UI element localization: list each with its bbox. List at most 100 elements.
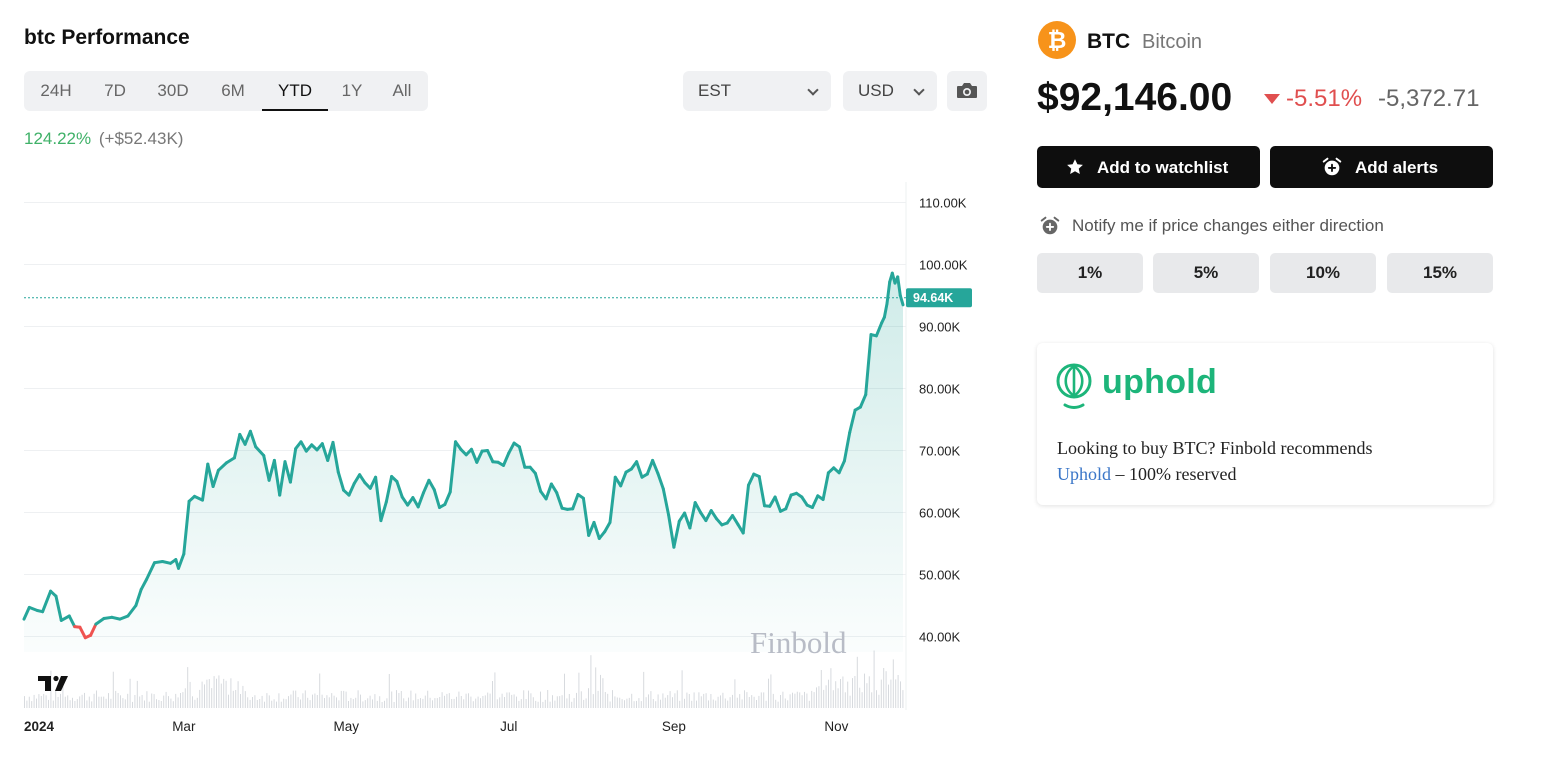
volume-bar [556, 696, 558, 708]
price-segment [352, 473, 362, 485]
volume-bar [314, 693, 316, 708]
volume-bar [307, 697, 309, 708]
alert-15-percent-button[interactable]: 15% [1387, 253, 1493, 293]
tab-24h[interactable]: 24H [40, 81, 72, 100]
chevron-down-icon [807, 84, 819, 96]
y-tick-label: 70.00K [919, 444, 961, 459]
price-segment [358, 473, 367, 485]
volume-bar [40, 696, 42, 708]
x-tick-label: Nov [824, 719, 848, 734]
price-segment [182, 499, 191, 556]
volume-bar [321, 694, 323, 708]
volume-bar [345, 691, 347, 708]
volume-bar [751, 695, 753, 708]
volume-bar [696, 700, 697, 708]
price-segment [54, 594, 63, 622]
price-segment [784, 493, 793, 511]
currency-value: USD [858, 81, 894, 100]
volume-bar [415, 693, 417, 708]
tab-1y[interactable]: 1Y [341, 81, 363, 100]
volume-bar [350, 697, 352, 708]
volume-bar [129, 678, 131, 708]
volume-bar [496, 699, 498, 708]
volume-bar [105, 698, 107, 708]
volume-bar [290, 694, 292, 708]
price-segment [454, 440, 463, 451]
volume-bar [163, 695, 165, 708]
coin-name: Bitcoin [1142, 31, 1203, 53]
volume-bar [220, 683, 222, 708]
tab-30d[interactable]: 30D [157, 81, 189, 100]
volume-bar [194, 699, 196, 708]
volume-bar [844, 692, 846, 708]
price-segment [896, 275, 902, 297]
volume-bar [172, 701, 174, 708]
volume-bar [331, 693, 333, 708]
tab-7d[interactable]: 7D [104, 81, 126, 100]
volume-bar [139, 696, 141, 708]
volume-bar [388, 674, 390, 708]
volume-bar [352, 699, 354, 708]
volume-bar [756, 700, 757, 708]
price-segment [898, 294, 905, 307]
price-segment [821, 471, 830, 501]
volume-bar [552, 695, 553, 708]
snapshot-button[interactable] [947, 71, 987, 111]
volume-bar [840, 679, 841, 708]
volume-bar [249, 699, 251, 708]
alert-1-percent-button[interactable]: 1% [1037, 253, 1143, 293]
volume-bar [38, 694, 40, 708]
coin-symbol: BTC [1087, 30, 1131, 53]
volume-bar [379, 696, 381, 708]
volume-bar [525, 699, 527, 708]
timezone-select[interactable]: EST [683, 71, 831, 111]
price-change-absolute: -5,372.71 [1378, 85, 1480, 112]
volume-bar [876, 690, 877, 708]
volume-bar [26, 700, 28, 708]
alerts-label: Add alerts [1355, 158, 1439, 177]
price-segment [139, 578, 148, 591]
uphold-link[interactable]: Uphold [1057, 464, 1111, 484]
volume-bar [45, 695, 47, 708]
volume-bars [24, 650, 904, 709]
volume-bar [600, 674, 601, 708]
alarm-clock-icon [1040, 216, 1060, 235]
volume-bar [772, 693, 774, 708]
volume-bar [24, 696, 25, 708]
y-tick-label: 110.00K [919, 196, 967, 211]
volume-bar [328, 697, 330, 708]
promo-text-tail: – 100% reserved [1111, 464, 1237, 484]
volume-bar [868, 676, 870, 708]
price-segment [475, 449, 484, 464]
volume-bar [588, 688, 589, 708]
volume-bar [386, 698, 388, 708]
price-segment [448, 440, 457, 494]
price-segment [837, 459, 846, 475]
currency-select[interactable]: USD [843, 71, 937, 111]
alert-10-percent-button[interactable]: 10% [1270, 253, 1376, 293]
volume-bar [638, 698, 640, 708]
volume-bar [148, 701, 150, 708]
alert-5-percent-button[interactable]: 5% [1153, 253, 1259, 293]
volume-bar [264, 701, 265, 708]
volume-bar [112, 671, 114, 708]
volume-bar [852, 678, 853, 708]
volume-bar [206, 679, 208, 708]
price-segment [544, 482, 553, 501]
volume-bar [60, 693, 61, 708]
tab-ytd[interactable]: YTD [262, 71, 328, 111]
tab-6m[interactable]: 6M [221, 81, 245, 100]
volume-bar [679, 700, 681, 708]
volume-bar [312, 694, 313, 708]
add-to-watchlist-button[interactable]: Add to watchlist [1037, 146, 1260, 188]
price-chart[interactable]: 110.00K 100.00K 90.00K 80.00K 70.00K 60.00K 50… [0, 170, 1000, 750]
volume-bar [28, 696, 30, 708]
tab-all[interactable]: All [392, 81, 412, 100]
volume-bar [777, 701, 779, 708]
y-axis-labels: 110.00K 100.00K 90.00K 80.00K 70.00K 60.00K 50… [919, 196, 968, 645]
volume-bar [204, 684, 205, 708]
volume-bar [720, 695, 721, 709]
price-segment [384, 475, 394, 504]
add-alerts-button[interactable]: Add alerts [1270, 146, 1493, 188]
price-segment [278, 460, 287, 497]
